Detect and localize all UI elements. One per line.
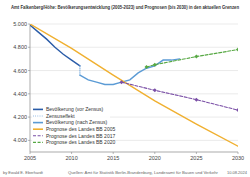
legend-label: Prognose des Landes BB 2005 xyxy=(46,126,115,132)
grid-line xyxy=(30,93,238,94)
tick-label: 2015 xyxy=(107,155,119,161)
series-line xyxy=(30,25,80,66)
x-axis xyxy=(30,152,238,153)
series-line xyxy=(30,24,238,146)
tick-label: 2020 xyxy=(149,155,161,161)
legend-label: Prognose des Landes BB 2020 xyxy=(46,139,115,145)
chart: Amt Falkenberg/Höhe: Bevölkerungsentwick… xyxy=(0,0,250,177)
legend-label: Zensuseffekt xyxy=(46,113,75,119)
tick-label: 4.200 xyxy=(13,114,27,120)
legend-swatch xyxy=(33,135,43,136)
legend-swatch xyxy=(33,122,43,124)
title: Amt Falkenberg/Höhe: Bevölkerungsentwick… xyxy=(11,3,239,10)
tick-label: 2030 xyxy=(232,155,244,161)
marker xyxy=(236,48,238,52)
series-line xyxy=(79,66,80,75)
tick-label: 4.400 xyxy=(13,91,27,97)
legend-swatch xyxy=(33,128,43,130)
marker xyxy=(236,108,238,112)
legend-label: Prognose des Landes BB 2017 xyxy=(46,133,115,139)
marker xyxy=(194,55,198,59)
footer-author: by Ewald E. Eberhardt xyxy=(3,170,44,175)
legend: Bevölkerung (vor Zensus)ZensuseffektBevö… xyxy=(32,105,115,148)
tick-label: 2025 xyxy=(190,155,202,161)
grid-line xyxy=(30,24,238,25)
grid-line xyxy=(30,70,238,71)
legend-swatch xyxy=(33,142,43,143)
series-line xyxy=(122,82,238,110)
legend-label: Bevölkerung (nach Zensus) xyxy=(46,119,107,125)
marker xyxy=(194,98,198,102)
tick-label: 2005 xyxy=(24,155,36,161)
tick-label: 4.600 xyxy=(13,68,27,74)
tick-label: 2010 xyxy=(65,155,77,161)
series-line xyxy=(146,50,238,67)
marker xyxy=(153,88,157,92)
marker xyxy=(144,65,148,69)
legend-label: Bevölkerung (vor Zensus) xyxy=(46,106,104,112)
grid-line xyxy=(30,47,238,48)
marker xyxy=(120,80,124,84)
tick-label: 4.000 xyxy=(13,137,27,143)
tick-label: 4.800 xyxy=(13,44,27,50)
marker xyxy=(153,63,157,67)
y-axis xyxy=(30,24,31,152)
legend-swatch xyxy=(33,115,43,116)
legend-swatch xyxy=(33,109,43,111)
tick-label: 5.000 xyxy=(13,21,27,27)
plot-area xyxy=(30,24,238,146)
footer-date: 10.08.2024 xyxy=(227,170,248,175)
footer-source: Quellen: Amt für Statistik Berlin-Brande… xyxy=(68,170,219,175)
